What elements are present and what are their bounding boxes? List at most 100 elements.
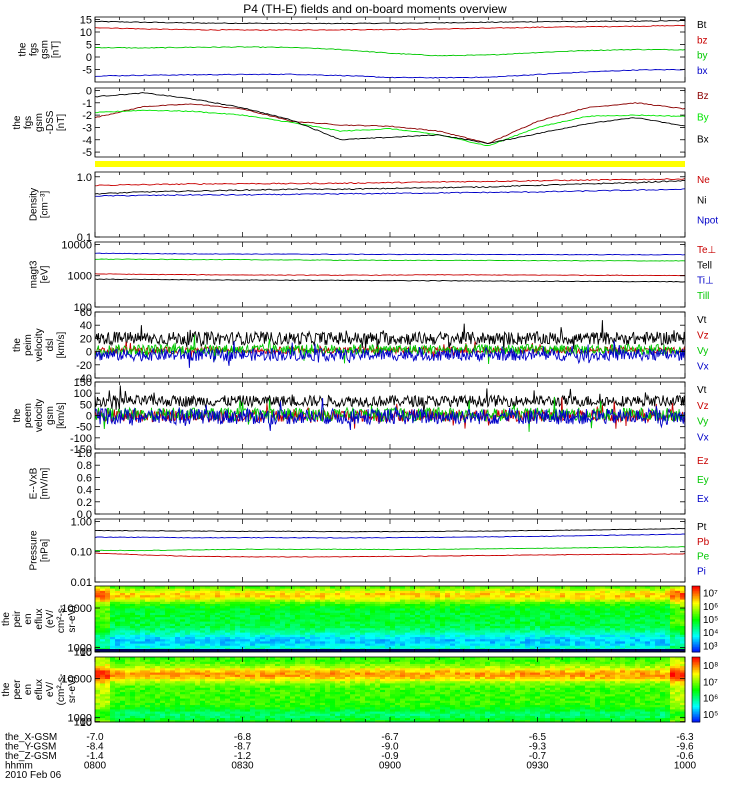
heatmap-cell [645,610,651,613]
heatmap-cell [630,645,636,648]
heatmap-cell [115,717,121,721]
heatmap-cell [265,599,271,602]
heatmap-cell [120,608,126,611]
heatmap-cell [340,588,346,591]
heatmap-cell [195,592,201,596]
heatmap-cell [490,592,496,596]
heatmap-cell [275,605,281,609]
heatmap-cell [465,614,471,618]
colorbar-segment [692,590,700,594]
heatmap-cell [340,594,346,598]
heatmap-cell [190,678,196,682]
heatmap-cell [480,603,486,607]
heatmap-cell [670,630,676,633]
heatmap-cell [630,647,636,651]
heatmap-cell [365,641,371,644]
heatmap-cell [175,590,181,593]
heatmap-cell [115,687,121,690]
heatmap-cell [565,612,571,615]
heatmap-cell [325,612,331,615]
heatmap-cell [495,645,501,648]
heatmap-cell [540,636,546,640]
heatmap-cell [405,608,411,611]
heatmap-cell [140,588,146,591]
heatmap-cell [280,643,286,646]
heatmap-cell [450,638,456,642]
heatmap-cell [465,592,471,596]
heatmap-cell [530,630,536,633]
heatmap-cell [365,597,371,600]
heatmap-cell [235,597,241,600]
heatmap-cell [370,588,376,591]
heatmap-cell [370,623,376,626]
heatmap-cell [245,601,251,604]
heatmap-cell [210,634,216,637]
heatmap-cell [335,612,341,615]
heatmap-cell [115,719,121,723]
heatmap-cell [270,616,276,620]
heatmap-cell [660,597,666,600]
heatmap-cell [130,586,136,589]
heatmap-cell [175,700,181,703]
heatmap-cell [150,706,156,710]
heatmap-cell [200,625,206,629]
heatmap-cell [195,698,201,701]
heatmap-cell [455,603,461,607]
legend-label: Ne [697,175,710,186]
heatmap-cell [605,621,611,624]
heatmap-cell [155,711,161,714]
heatmap-cell [255,621,261,624]
heatmap-cell [645,630,651,633]
heatmap-cell [205,625,211,629]
heatmap-cell [295,638,301,642]
heatmap-cell [95,608,101,611]
heatmap-cell [110,676,116,680]
heatmap-cell [145,636,151,640]
heatmap-cell [185,659,191,662]
heatmap-cell [495,586,501,589]
heatmap-cell [580,636,586,640]
heatmap-cell [100,667,106,671]
heatmap-cell [200,709,206,712]
heatmap-cell [675,638,681,642]
heatmap-cell [660,630,666,633]
heatmap-cell [560,608,566,611]
heatmap-cell [610,597,616,600]
heatmap-cell [460,636,466,640]
heatmap-cell [175,702,181,706]
heatmap-cell [580,599,586,602]
heatmap-cell [120,612,126,615]
heatmap-cell [595,592,601,596]
heatmap-cell [365,632,371,635]
heatmap-cell [525,601,531,604]
heatmap-cell [175,605,181,609]
heatmap-cell [170,696,176,699]
heatmap-cell [195,630,201,633]
heatmap-cell [370,594,376,598]
heatmap-cell [285,641,291,644]
heatmap-cell [280,603,286,607]
heatmap-cell [480,627,486,631]
heatmap-cell [260,592,266,596]
heatmap-cell [650,605,656,609]
heatmap-cell [595,599,601,602]
heatmap-cell [620,594,626,598]
heatmap-cell [115,689,121,693]
heatmap-cell [595,612,601,615]
heatmap-cell [605,608,611,611]
heatmap-cell [355,590,361,593]
heatmap-cell [545,603,551,607]
heatmap-cell [555,638,561,642]
heatmap-cell [390,608,396,611]
heatmap-cell [240,612,246,615]
heatmap-cell [595,627,601,631]
heatmap-cell [380,634,386,637]
heatmap-cell [210,687,216,690]
heatmap-cell [565,647,571,651]
heatmap-cell [145,685,151,688]
heatmap-cell [260,588,266,591]
heatmap-cell [190,672,196,675]
colorbar-segment [692,592,700,595]
heatmap-cell [640,621,646,624]
heatmap-cell [120,685,126,688]
